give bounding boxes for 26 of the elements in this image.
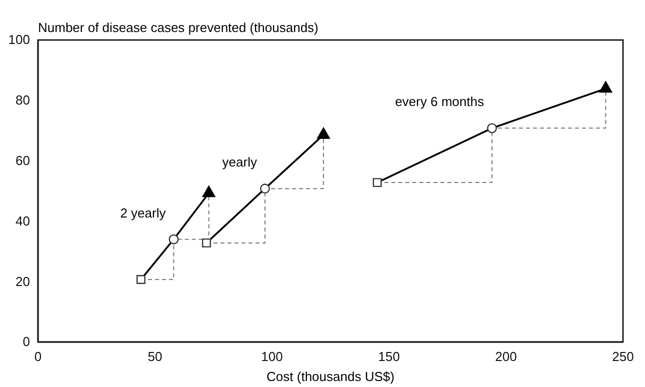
point	[260, 184, 270, 194]
x-tick-label: 150	[378, 349, 400, 364]
x-tick-label: 200	[495, 349, 517, 364]
x-tick-label: 100	[261, 349, 283, 364]
point	[316, 127, 330, 139]
series-label: every 6 months	[395, 94, 484, 110]
x-tick-label: 0	[34, 349, 42, 364]
y-tick-label: 60	[16, 152, 30, 168]
y-tick-label: 80	[16, 92, 30, 108]
series-label: 2 yearly	[120, 205, 166, 220]
x-tick-label: 50	[148, 349, 162, 364]
point	[202, 186, 216, 198]
series-label: yearly	[222, 154, 258, 170]
point	[136, 275, 146, 284]
x-axis-title: Cost (thousands US$)	[266, 369, 394, 384]
y-tick-label: 0	[22, 334, 30, 350]
point	[599, 81, 612, 93]
y-axis-title: Number of disease cases prevented (thousands)	[38, 20, 318, 35]
point	[486, 123, 497, 134]
y-tick-label: 100	[8, 32, 30, 48]
point	[202, 238, 211, 248]
point	[168, 234, 179, 244]
point	[372, 178, 382, 188]
y-tick-label: 20	[16, 274, 30, 289]
y-tick-label: 40	[16, 213, 30, 228]
x-tick-label: 250	[612, 349, 634, 364]
